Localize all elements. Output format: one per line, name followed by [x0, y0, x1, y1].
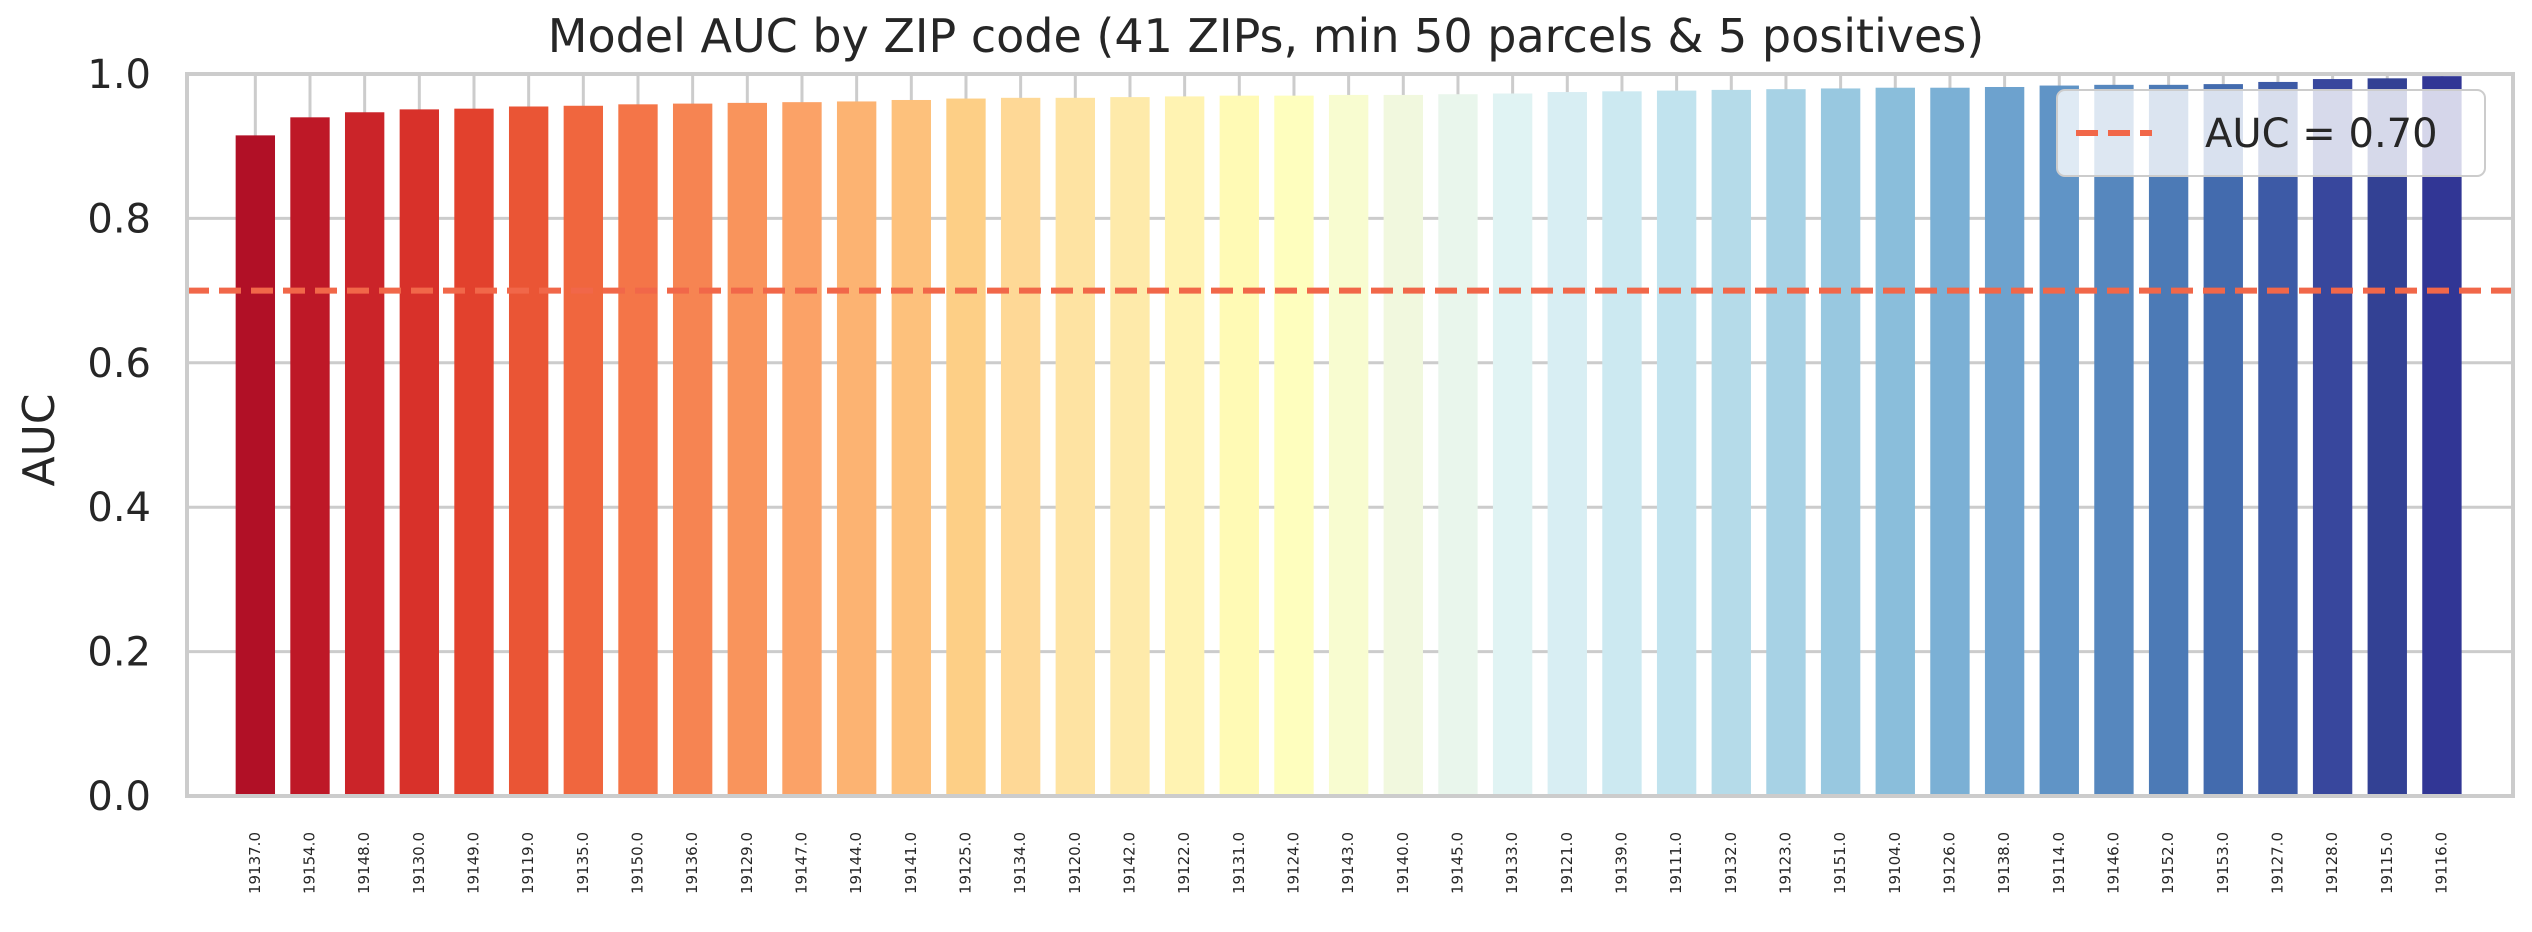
bar — [2094, 84, 2134, 796]
x-tick-label: 19145.0 — [1448, 832, 1466, 894]
y-tick-label: 0.4 — [87, 485, 151, 531]
x-tick-label: 19130.0 — [410, 832, 428, 894]
x-tick-label: 19134.0 — [1011, 832, 1029, 894]
x-tick-label: 19143.0 — [1339, 832, 1357, 894]
x-tick-labels: 19137.0 19154.0 19148.0 19130.0 19149.0 19119… — [246, 832, 2451, 894]
x-tick-label: 19126.0 — [1940, 832, 1958, 894]
x-tick-label: 19111.0 — [1667, 832, 1685, 894]
bar — [1438, 94, 1478, 796]
bar — [563, 105, 604, 796]
x-tick-label: 19119.0 — [519, 832, 537, 894]
x-tick-label: 19115.0 — [2378, 832, 2396, 894]
x-tick-label: 19148.0 — [355, 832, 373, 894]
bar — [727, 102, 767, 796]
bar — [344, 112, 385, 797]
y-tick-label: 0.0 — [87, 774, 151, 820]
bars — [235, 76, 2462, 797]
bar — [618, 104, 658, 797]
bar — [2203, 84, 2243, 796]
bar — [1000, 97, 1041, 797]
bar — [1492, 93, 1533, 796]
x-tick-label: 19124.0 — [1284, 832, 1302, 894]
x-tick-label: 19131.0 — [1230, 832, 1248, 894]
bar — [1984, 86, 2025, 797]
bar — [1110, 97, 1150, 796]
x-tick-label: 19122.0 — [1175, 832, 1193, 894]
x-tick-label: 19152.0 — [2159, 832, 2177, 894]
plot-frame — [185, 72, 2515, 798]
x-tick-label: 19144.0 — [847, 832, 865, 894]
x-tick-label: 19150.0 — [628, 832, 646, 894]
x-tick-label: 19135.0 — [574, 832, 592, 894]
bar — [1930, 87, 1970, 796]
bar — [672, 103, 713, 797]
bar — [2422, 76, 2462, 796]
x-tick-label: 19138.0 — [1995, 832, 2013, 894]
x-tick-label: 19127.0 — [2268, 832, 2286, 894]
bar — [1820, 88, 1861, 796]
chart-title: Model AUC by ZIP code (41 ZIPs, min 50 p… — [548, 9, 1984, 63]
legend-entry: AUC = 0.70 — [2205, 111, 2438, 157]
x-tick-label: 19149.0 — [464, 832, 482, 894]
x-tick-label: 19140.0 — [1394, 832, 1412, 894]
bar — [1274, 95, 1314, 796]
bar — [2312, 79, 2353, 796]
x-tick-label: 19147.0 — [792, 832, 810, 894]
x-tick-label: 19133.0 — [1503, 832, 1521, 894]
x-tick-label: 19116.0 — [2432, 832, 2450, 894]
y-tick-label: 0.8 — [87, 196, 151, 242]
bar — [1383, 94, 1423, 797]
x-tick-label: 19151.0 — [1831, 832, 1849, 894]
x-tick-label: 19129.0 — [738, 832, 756, 894]
bar — [1219, 95, 1259, 796]
bar — [1164, 96, 1205, 796]
x-tick-label: 19142.0 — [1120, 832, 1138, 894]
x-tick-label: 19139.0 — [1612, 832, 1630, 894]
x-tick-label: 19137.0 — [246, 832, 264, 894]
bar — [1602, 91, 1642, 796]
y-axis-label: AUC — [14, 393, 65, 486]
bar — [891, 99, 931, 796]
x-tick-label: 19120.0 — [1066, 832, 1084, 894]
y-tick-labels: 0.0 0.2 0.4 0.6 0.8 1.0 — [87, 52, 151, 820]
x-tick-label: 19141.0 — [902, 832, 920, 894]
bar — [454, 108, 494, 796]
x-tick-label: 19153.0 — [2214, 832, 2232, 894]
x-tick-label: 19136.0 — [683, 832, 701, 894]
x-tick-label: 19123.0 — [1776, 832, 1794, 894]
bar — [2039, 85, 2079, 796]
bar — [1656, 90, 1697, 796]
legend-box — [2056, 89, 2486, 177]
bar — [1328, 94, 1369, 797]
y-tick-label: 0.6 — [87, 341, 151, 387]
bar — [508, 106, 549, 797]
bar — [1711, 89, 1751, 796]
bar — [782, 102, 822, 796]
bar — [399, 109, 440, 797]
bar — [1547, 92, 1587, 797]
bar — [1766, 89, 1806, 797]
x-tick-label: 19146.0 — [2104, 832, 2122, 894]
legend: AUC = 0.70 — [2056, 89, 2486, 177]
bar — [1875, 87, 1915, 796]
bar — [836, 101, 877, 797]
x-tick-label: 19125.0 — [956, 832, 974, 894]
x-tick-label: 19132.0 — [1722, 832, 1740, 894]
y-tick-label: 1.0 — [87, 52, 151, 98]
x-tick-label: 19128.0 — [2323, 832, 2341, 894]
x-tick-label: 19154.0 — [300, 832, 318, 894]
bar — [946, 98, 986, 797]
y-tick-label: 0.2 — [87, 630, 151, 676]
bar — [235, 135, 276, 796]
bar — [1055, 97, 1095, 797]
x-tick-label: 19121.0 — [1558, 832, 1576, 894]
bar — [290, 117, 330, 796]
x-tick-label: 19114.0 — [2050, 832, 2068, 894]
bar — [2258, 81, 2298, 796]
x-tick-label: 19104.0 — [1886, 832, 1904, 894]
bar — [2148, 84, 2189, 796]
bar — [2367, 78, 2407, 796]
